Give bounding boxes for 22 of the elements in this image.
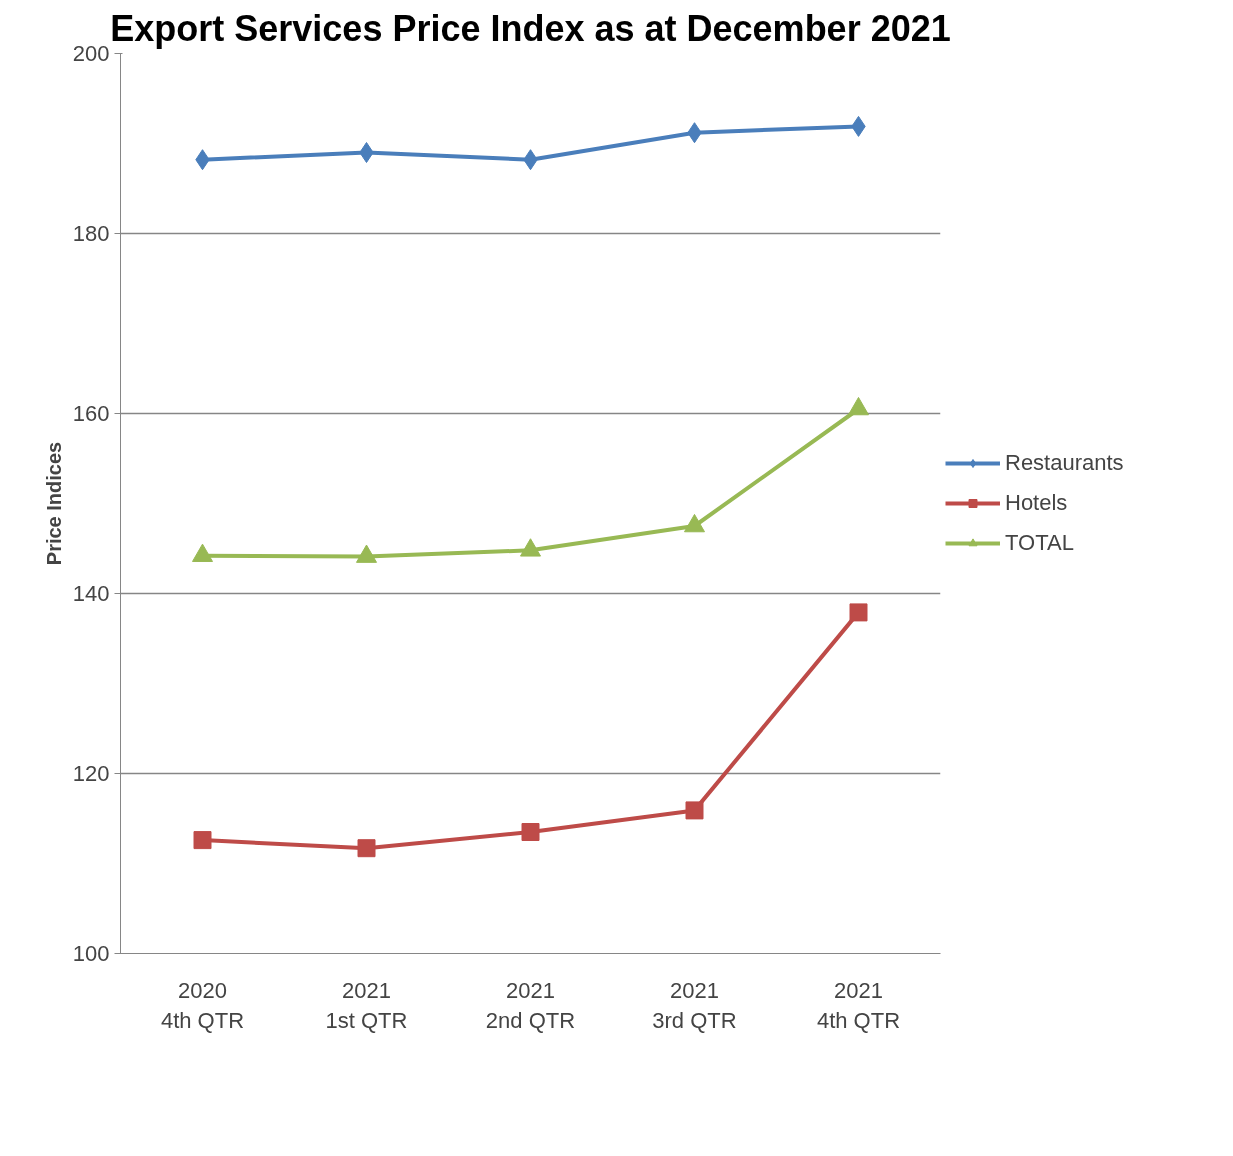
y-tick-label: 120 <box>72 761 110 786</box>
y-tick-label: 200 <box>72 41 110 66</box>
legend-label: TOTAL <box>1005 530 1074 556</box>
y-tick-label: 100 <box>72 941 110 966</box>
legend-label: Restaurants <box>1005 450 1124 476</box>
legend-label: Hotels <box>1005 490 1068 516</box>
x-tick-label: 2020 4th QTR <box>160 977 245 1033</box>
chart-title: Export Services Price Index as at December 2021 <box>110 7 951 49</box>
point <box>521 823 540 841</box>
point <box>359 142 374 163</box>
y-tick-label: 140 <box>72 581 110 606</box>
point <box>849 603 868 622</box>
point <box>357 839 376 858</box>
y-axis-title: Price Indices <box>42 441 65 566</box>
x-tick-label: 2021 4th QTR <box>816 977 901 1033</box>
x-tick-label: 2021 1st QTR <box>325 977 408 1033</box>
y-tick-label: 180 <box>72 221 110 246</box>
point <box>193 831 212 850</box>
x-tick-label: 2021 3rd QTR <box>652 977 737 1033</box>
point <box>685 801 704 820</box>
x-tick-label: 2021 2nd QTR <box>485 977 576 1033</box>
y-tick-label: 160 <box>72 401 110 426</box>
